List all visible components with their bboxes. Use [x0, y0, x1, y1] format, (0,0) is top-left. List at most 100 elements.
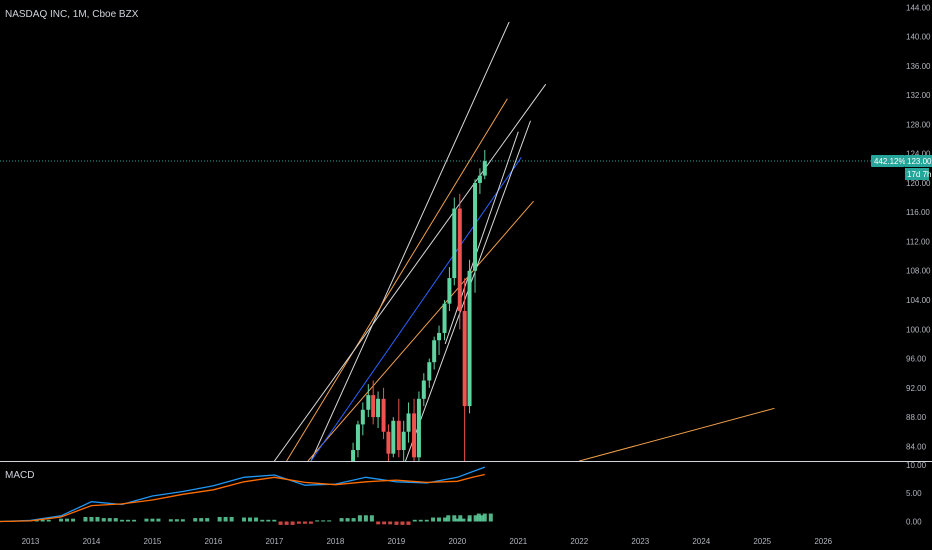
- macd-histogram-bar: [394, 521, 399, 525]
- trendline-orange: [579, 407, 775, 461]
- macd-histogram-bar: [437, 517, 442, 522]
- price-tick-label: 124.00: [906, 150, 931, 159]
- macd-histogram-bar: [351, 518, 356, 522]
- time-tick-label: 2015: [144, 537, 162, 546]
- price-badge: [905, 154, 932, 167]
- macd-histogram-bar: [357, 515, 362, 522]
- price-pane: 84.00 88.00 92.00 96.00 100.00 104.00 108.00 11…: [0, 3, 932, 461]
- time-tick-label: 2017: [266, 537, 284, 546]
- price-tick-label: 96.00: [906, 355, 927, 364]
- price-tick-label: 104.00: [906, 296, 931, 305]
- candle-up: [351, 450, 356, 461]
- macd-histogram-bar: [59, 518, 64, 522]
- macd-histogram-bar: [101, 518, 106, 522]
- macd-histogram: [0, 513, 493, 525]
- trendline-orange: [286, 98, 508, 461]
- current-price-tag: 442.12% 123.00 17d 7h: [871, 154, 932, 180]
- candle-up: [421, 380, 426, 399]
- macd-histogram-bar: [242, 517, 247, 522]
- candle-up: [360, 409, 365, 425]
- macd-histogram-bar: [345, 518, 350, 522]
- macd-histogram-bar: [205, 518, 210, 522]
- chart-title: NASDAQ INC, 1M, Cboe BZX: [5, 9, 139, 20]
- macd-histogram-bar: [156, 518, 161, 522]
- macd-histogram-bar: [65, 518, 70, 522]
- time-axis[interactable]: 2013 2014 2015 2016 2017 2018 2019 2020 2021 2022…: [22, 537, 833, 546]
- candle-down: [371, 395, 376, 418]
- candle-up: [366, 395, 371, 410]
- price-tick-label: 112.00: [906, 237, 930, 246]
- trendline-white: [310, 21, 510, 461]
- candle-up: [467, 270, 472, 407]
- macd-histogram-bar: [132, 519, 137, 522]
- change-percent-label: 442.12%: [874, 157, 906, 166]
- candle-up: [391, 420, 396, 454]
- macd-histogram-bar: [254, 517, 259, 522]
- time-tick-label: 2019: [387, 537, 405, 546]
- candle-up: [355, 424, 360, 451]
- macd-histogram-bar: [46, 519, 51, 522]
- price-tick-label: 88.00: [906, 413, 927, 422]
- macd-histogram-bar: [424, 519, 429, 522]
- trendline-orange: [307, 200, 534, 461]
- countdown-badge: [905, 167, 929, 180]
- macd-histogram-bar: [290, 521, 295, 525]
- macd-histogram-bar: [40, 519, 45, 522]
- macd-histogram-bar: [199, 518, 204, 522]
- macd-histogram-bar: [180, 519, 185, 522]
- macd-histogram-bar: [296, 521, 301, 524]
- candle-down: [412, 413, 417, 458]
- time-tick-label: 2013: [22, 537, 40, 546]
- macd-histogram-bar: [461, 518, 466, 522]
- macd-histogram-bar: [455, 518, 460, 522]
- price-label: 123.00: [907, 157, 932, 166]
- macd-histogram-bar: [150, 518, 155, 522]
- macd-histogram-bar: [126, 519, 131, 522]
- macd-histogram-bar: [95, 516, 100, 522]
- price-tick-label: 136.00: [906, 62, 931, 71]
- macd-histogram-bar: [488, 513, 493, 522]
- price-axis[interactable]: 84.00 88.00 92.00 96.00 100.00 104.00 108.00 11…: [906, 3, 931, 451]
- macd-histogram-bar: [473, 515, 478, 522]
- candle-up: [416, 398, 421, 458]
- macd-histogram-bar: [229, 516, 234, 522]
- signal-line: [0, 473, 485, 523]
- macd-histogram-bar: [418, 519, 423, 522]
- time-tick-label: 2014: [83, 537, 101, 546]
- candle-up: [482, 160, 487, 176]
- macd-histogram-bar: [452, 515, 457, 522]
- trendline-white: [273, 83, 547, 461]
- time-tick-label: 2023: [631, 537, 649, 546]
- macd-histogram-bar: [327, 520, 332, 522]
- macd-histogram-bar: [260, 519, 265, 522]
- macd-histogram-bar: [369, 515, 374, 522]
- macd-histogram-bar: [272, 519, 277, 522]
- macd-histogram-bar: [174, 519, 179, 522]
- macd-histogram-bar: [339, 518, 344, 522]
- macd-histogram-bar: [458, 515, 463, 522]
- macd-histogram-bar: [431, 517, 436, 522]
- candle-down: [381, 398, 386, 432]
- macd-histogram-bar: [446, 515, 451, 522]
- macd-histogram-bar: [248, 517, 253, 522]
- price-tick-label: 108.00: [906, 267, 931, 276]
- time-tick-label: 2025: [753, 537, 771, 546]
- change-percent-badge: [871, 154, 905, 167]
- price-tick-label: 100.00: [906, 325, 931, 334]
- price-tick-label: 84.00: [906, 442, 927, 451]
- macd-histogram-bar: [479, 515, 484, 522]
- macd-histogram-bar: [376, 521, 381, 525]
- candle-up: [452, 208, 457, 279]
- candle-up: [447, 278, 452, 304]
- candle-up: [432, 340, 437, 363]
- candle-up: [406, 413, 411, 432]
- candle-up: [427, 362, 432, 381]
- macd-histogram-bar: [71, 518, 76, 522]
- macd-histogram-bar: [308, 521, 313, 524]
- candle-down: [386, 431, 391, 454]
- candle-up: [437, 332, 442, 341]
- trendline-blue: [310, 157, 522, 461]
- price-tick-label: 132.00: [906, 91, 931, 100]
- price-tick-label: 120.00: [906, 179, 931, 188]
- macd-histogram-bar: [382, 521, 387, 525]
